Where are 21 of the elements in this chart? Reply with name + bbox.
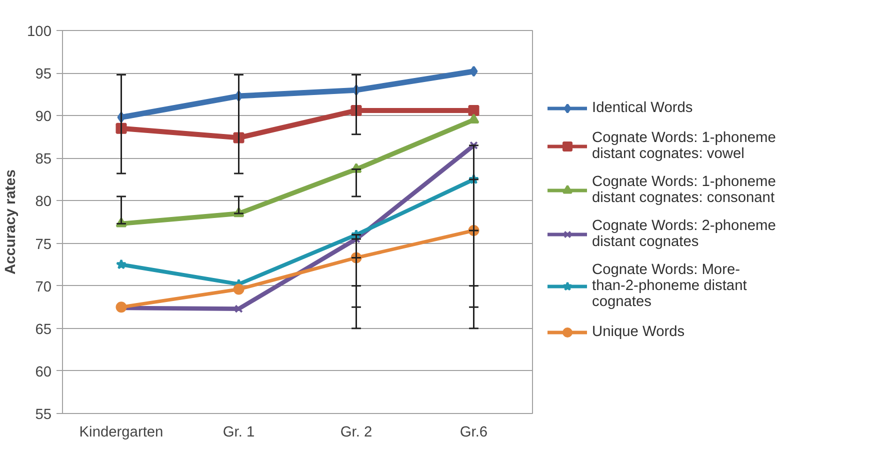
y-tick-label: 70 [35,279,52,296]
legend-label: Cognate Words: 2-phoneme distant cognates [592,218,776,250]
y-tick-label: 100 [27,24,52,40]
x-tick-label: Gr.6 [460,424,488,440]
y-tick-label: 65 [35,322,52,338]
legend-label: Cognate Words: 1-phoneme distant cognates: vowel [592,130,776,162]
legend-label: Cognate Words: 1-phoneme distant cognates: consonant [592,174,776,206]
y-tick-label: 90 [35,109,52,126]
y-tick-label: 95 [35,66,52,83]
y-tick-label: 60 [35,364,52,380]
legend-label: Cognate Words: More-than-2-phoneme distant cognates [592,262,747,310]
x-tick-label: Gr. 2 [340,424,372,440]
y-tick-label: 80 [35,194,52,210]
y-axis-title: Accuracy rates [3,169,20,275]
legend-label: Unique Words [592,324,685,340]
x-tick-label: Kindergarten [79,424,164,440]
y-tick-label: 75 [35,236,52,253]
y-tick-label: 55 [35,407,52,423]
legend-label: Identical Words [592,100,693,116]
y-tick-label: 85 [35,152,52,168]
x-tick-label: Gr. 1 [222,424,255,440]
